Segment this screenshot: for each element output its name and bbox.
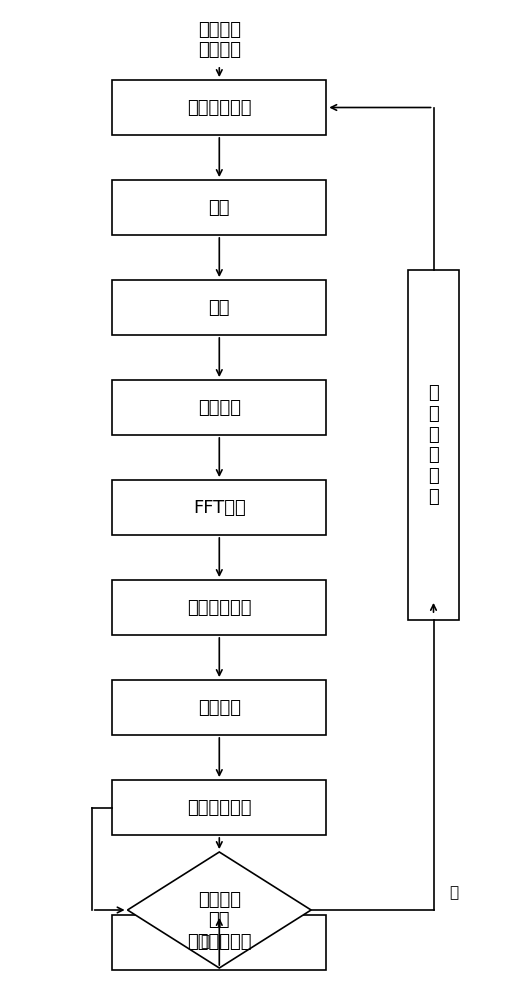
FancyBboxPatch shape	[112, 80, 326, 135]
Text: FFT变换: FFT变换	[192, 498, 245, 516]
FancyBboxPatch shape	[112, 480, 326, 535]
FancyBboxPatch shape	[112, 180, 326, 235]
Text: 判断是否
同步: 判断是否 同步	[197, 891, 240, 929]
FancyBboxPatch shape	[112, 680, 326, 735]
Text: 否: 否	[448, 885, 457, 900]
Text: 滑
动
至
下
一
位: 滑 动 至 下 一 位	[427, 384, 438, 506]
FancyBboxPatch shape	[112, 580, 326, 635]
Text: 记录比较结果: 记录比较结果	[187, 798, 251, 816]
Text: 选择最大信号: 选择最大信号	[187, 598, 251, 616]
FancyBboxPatch shape	[112, 380, 326, 435]
Text: 分段: 分段	[208, 198, 230, 217]
FancyBboxPatch shape	[407, 270, 458, 620]
Text: 是: 是	[200, 934, 209, 949]
FancyBboxPatch shape	[112, 280, 326, 335]
Text: 门限比较: 门限比较	[197, 698, 240, 716]
Text: 相关: 相关	[208, 298, 230, 316]
FancyBboxPatch shape	[112, 780, 326, 835]
Text: 加法处理: 加法处理	[197, 399, 240, 417]
Text: 接收无线
传输信号: 接收无线 传输信号	[197, 21, 240, 59]
Text: 获取同步序列: 获取同步序列	[187, 99, 251, 116]
Text: 跟踪同步状态: 跟踪同步状态	[187, 934, 251, 952]
Polygon shape	[127, 852, 310, 968]
FancyBboxPatch shape	[112, 915, 326, 970]
